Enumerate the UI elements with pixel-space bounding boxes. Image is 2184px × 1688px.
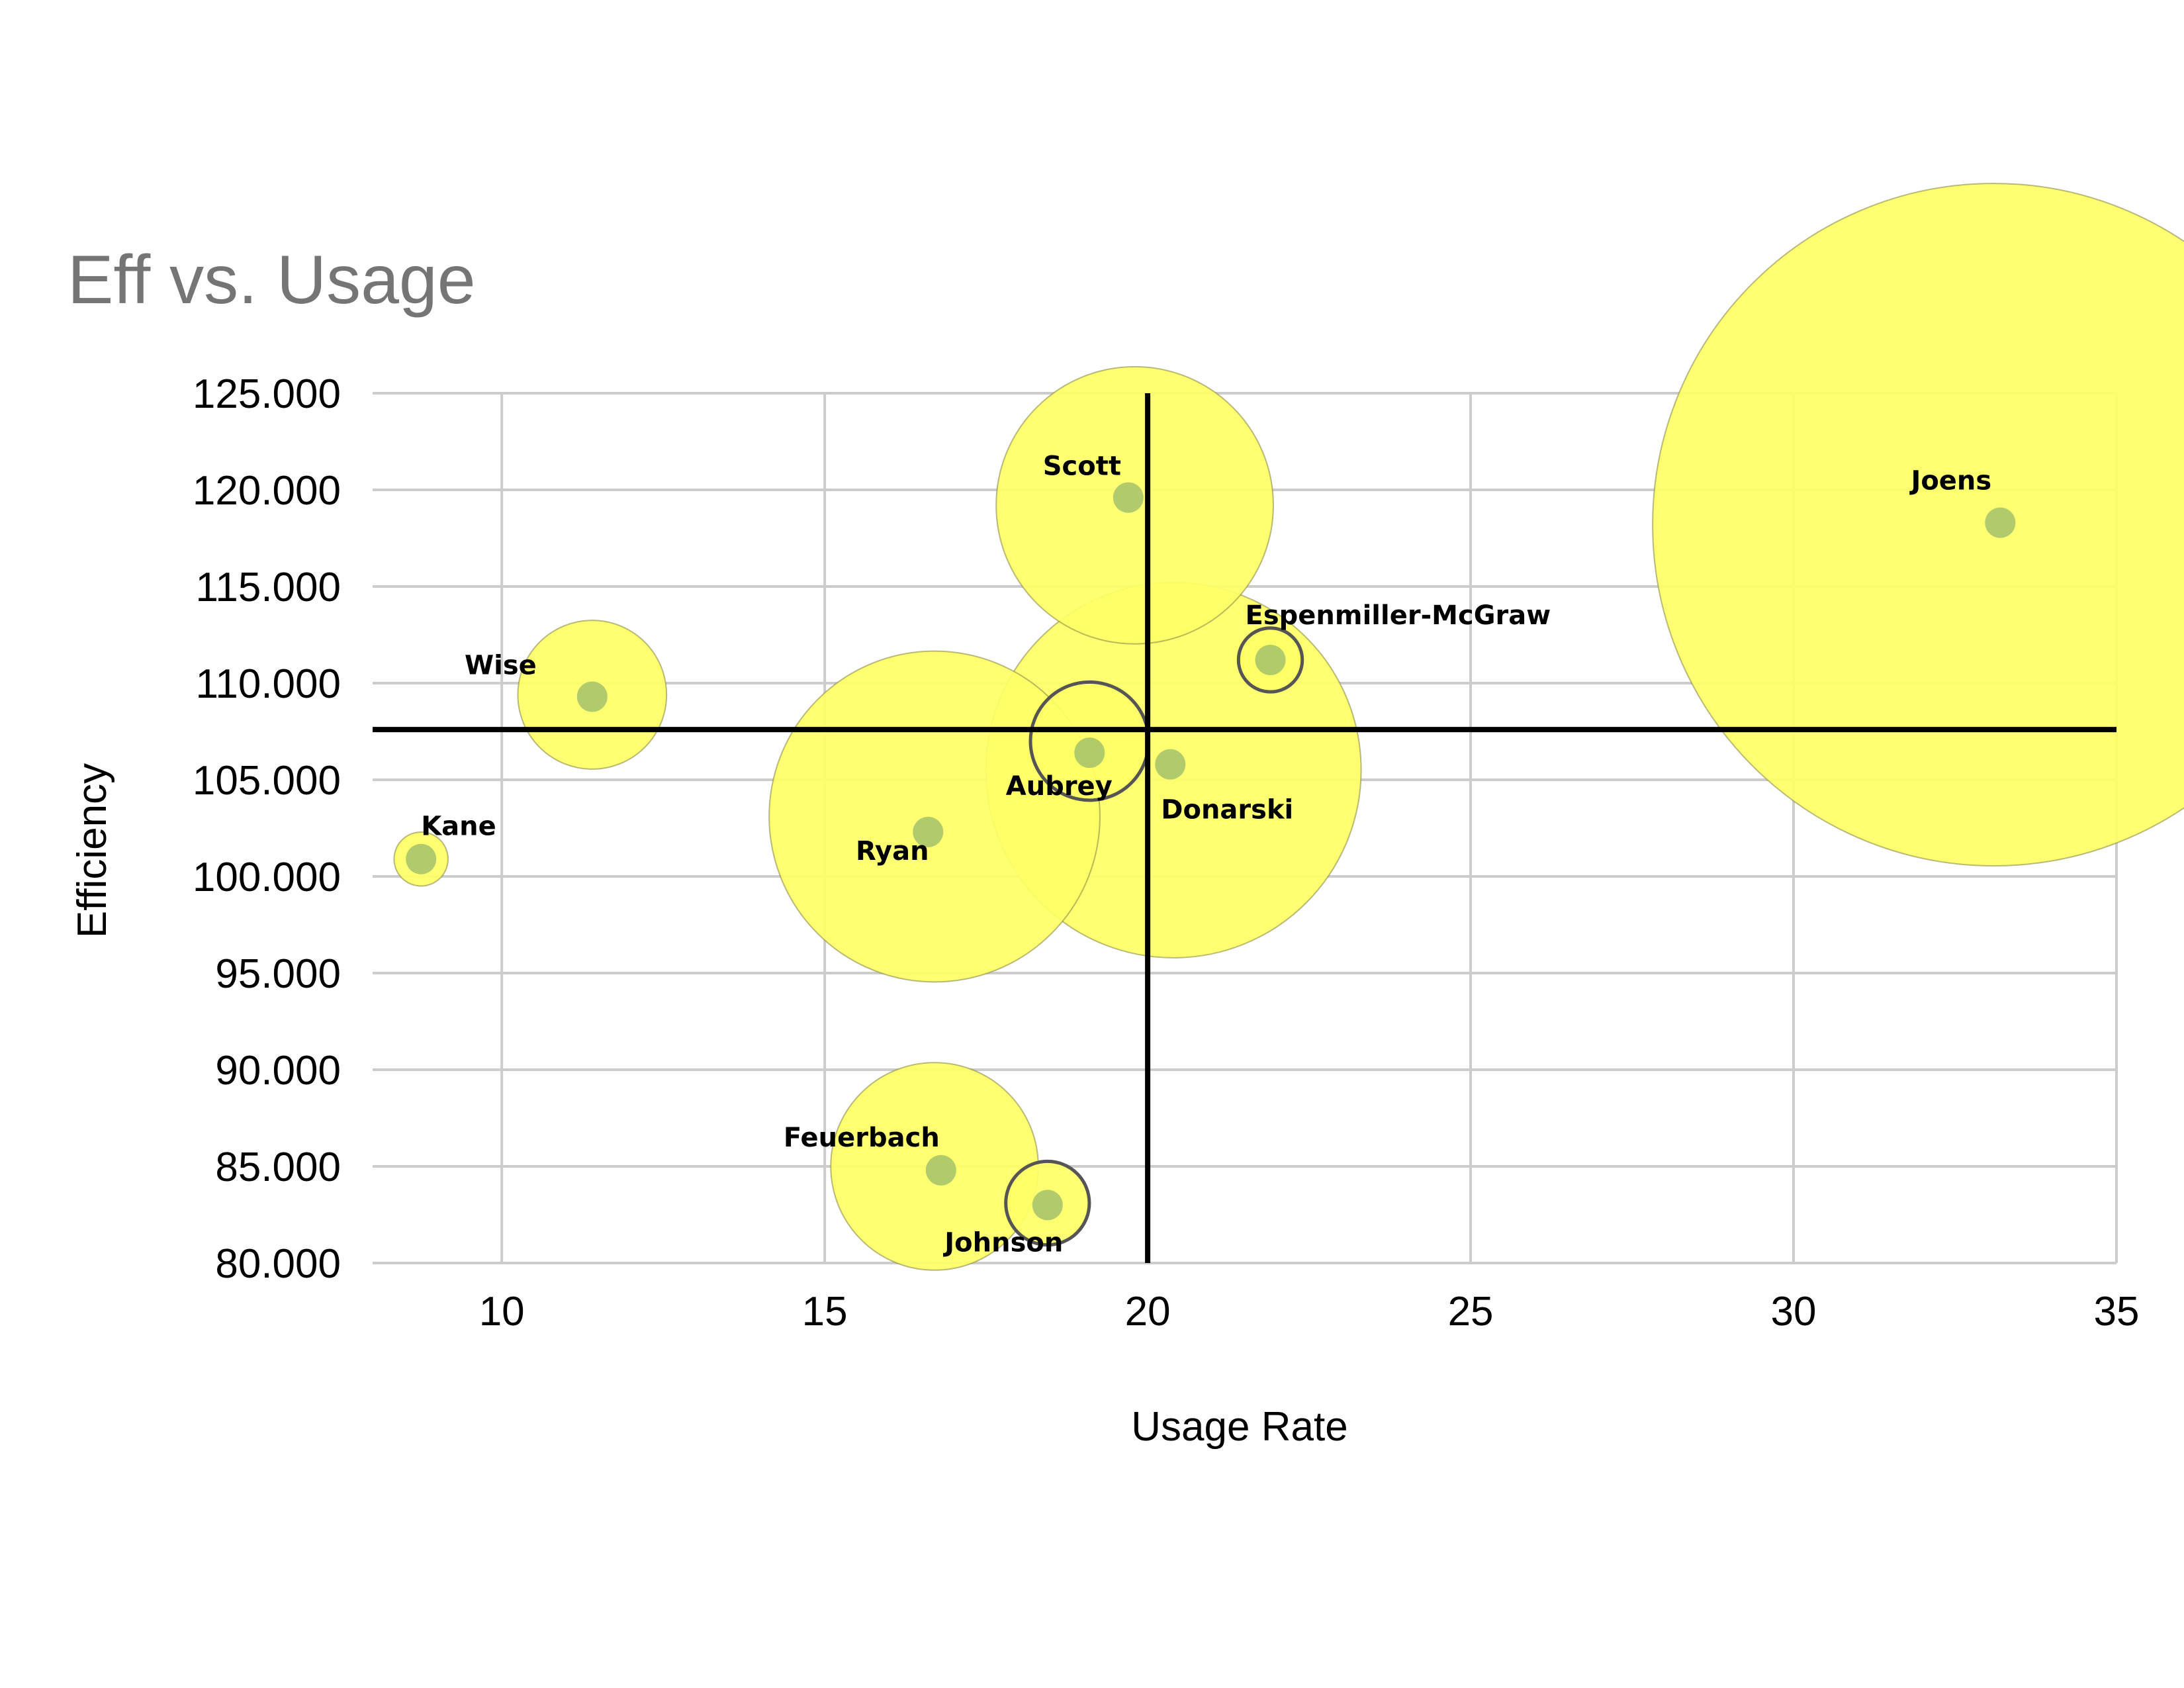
point-label: Feuerbach — [784, 1123, 940, 1153]
x-tick-label: 10 — [479, 1289, 525, 1335]
y-tick-label: 120.000 — [193, 468, 341, 514]
data-point — [1074, 737, 1105, 769]
point-label: Scott — [1043, 451, 1121, 482]
data-point — [1255, 644, 1286, 675]
point-label: Espenmiller-McGraw — [1246, 600, 1551, 631]
data-point — [1155, 749, 1186, 780]
y-tick-label: 110.000 — [195, 661, 341, 707]
data-point — [576, 681, 608, 712]
y-axis-title: Efficiency — [69, 763, 115, 938]
y-tick-label: 95.000 — [215, 951, 341, 997]
y-tick-label: 125.000 — [193, 371, 341, 417]
point-labels: Joens Scott Espenmiller-McGraw Wise Aubrey Do… — [421, 451, 1991, 1258]
y-tick-label: 85.000 — [215, 1145, 341, 1190]
data-point — [913, 816, 944, 847]
bubble — [768, 650, 1101, 983]
point-label: Ryan — [856, 836, 929, 867]
data-point — [406, 843, 437, 874]
point-label: Kane — [421, 812, 496, 842]
point-label: Aubrey — [1006, 771, 1113, 802]
data-point — [1985, 507, 2016, 538]
bubbles — [393, 183, 2184, 1271]
y-tick-label: 105.000 — [193, 758, 341, 804]
point-label: Joens — [1909, 466, 1991, 496]
y-tick-label: 80.000 — [215, 1241, 341, 1287]
x-tick-label: 15 — [802, 1289, 848, 1335]
y-tick-label: 100.000 — [193, 855, 341, 900]
bubble — [1652, 183, 2184, 867]
chart-title: Eff vs. Usage — [68, 242, 476, 318]
point-label: Wise — [465, 650, 537, 680]
y-tick-label: 115.000 — [195, 565, 341, 610]
x-tick-label: 30 — [1771, 1289, 1817, 1335]
x-axis-title: Usage Rate — [1131, 1404, 1347, 1450]
point-label: Johnson — [942, 1227, 1063, 1258]
x-tick-label: 35 — [2094, 1289, 2140, 1335]
data-point — [925, 1154, 956, 1186]
x-tick-label: 25 — [1448, 1289, 1494, 1335]
tick-labels: 80.000 85.000 90.000 95.000 100.000 105.000 11… — [193, 371, 2140, 1335]
reference-lines — [373, 393, 2116, 1263]
x-tick-label: 20 — [1125, 1289, 1171, 1335]
point-label: Donarski — [1161, 795, 1293, 825]
y-tick-label: 90.000 — [215, 1048, 341, 1094]
data-point — [1032, 1190, 1063, 1221]
data-point — [1113, 482, 1144, 513]
